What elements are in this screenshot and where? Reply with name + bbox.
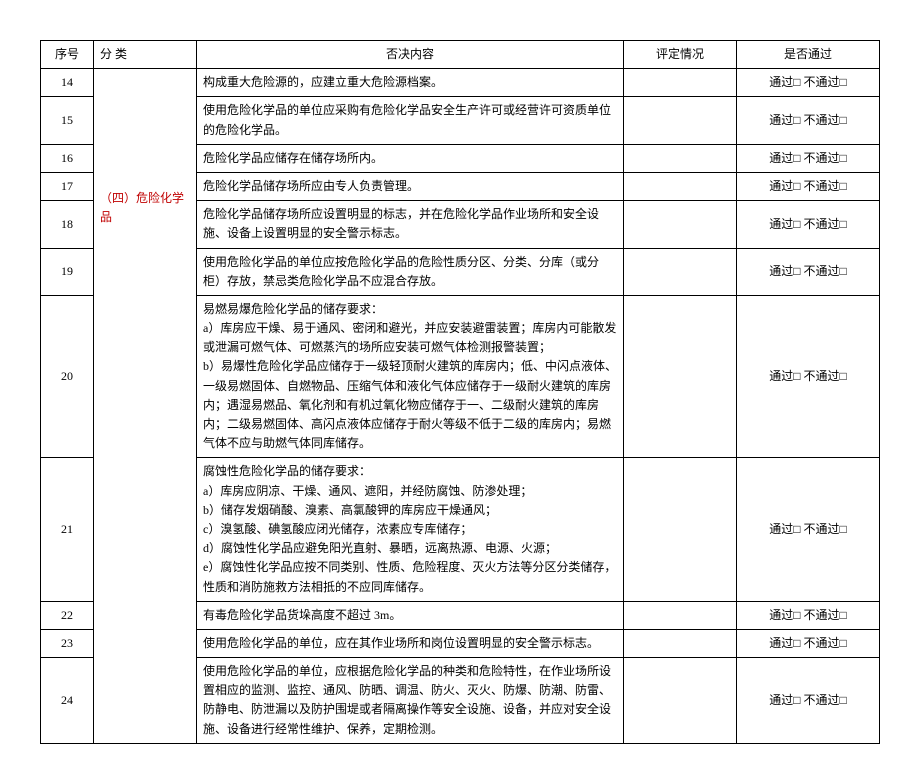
header-pass: 是否通过: [737, 41, 880, 69]
cell-content: 构成重大危险源的，应建立重大危险源档案。: [197, 69, 624, 97]
cell-content: 有毒危险化学品货垛高度不超过 3m。: [197, 601, 624, 629]
cell-pass: 通过□ 不通过□: [737, 295, 880, 458]
cell-seq: 22: [41, 601, 94, 629]
cell-evaluation: [624, 658, 737, 744]
header-category: 分 类: [94, 41, 197, 69]
cell-evaluation: [624, 458, 737, 601]
cell-seq: 14: [41, 69, 94, 97]
cell-seq: 21: [41, 458, 94, 601]
cell-evaluation: [624, 295, 737, 458]
cell-category: （四）危险化学品: [94, 69, 197, 744]
header-seq: 序号: [41, 41, 94, 69]
cell-pass: 通过□ 不通过□: [737, 144, 880, 172]
cell-evaluation: [624, 248, 737, 295]
cell-evaluation: [624, 97, 737, 144]
cell-seq: 23: [41, 629, 94, 657]
cell-content: 危险化学品储存场所应由专人负责管理。: [197, 172, 624, 200]
cell-pass: 通过□ 不通过□: [737, 201, 880, 248]
cell-seq: 17: [41, 172, 94, 200]
cell-evaluation: [624, 629, 737, 657]
cell-seq: 19: [41, 248, 94, 295]
cell-evaluation: [624, 172, 737, 200]
header-row: 序号 分 类 否决内容 评定情况 是否通过: [41, 41, 880, 69]
table-body: 14（四）危险化学品构成重大危险源的，应建立重大危险源档案。通过□ 不通过□15…: [41, 69, 880, 744]
cell-content: 使用危险化学品的单位应采购有危险化学品安全生产许可或经营许可资质单位的危险化学品…: [197, 97, 624, 144]
cell-pass: 通过□ 不通过□: [737, 658, 880, 744]
cell-content: 易燃易爆危险化学品的储存要求：a）库房应干燥、易于通风、密闭和避光，并应安装避雷…: [197, 295, 624, 458]
cell-content: 使用危险化学品的单位，应在其作业场所和岗位设置明显的安全警示标志。: [197, 629, 624, 657]
cell-evaluation: [624, 69, 737, 97]
cell-pass: 通过□ 不通过□: [737, 248, 880, 295]
cell-seq: 20: [41, 295, 94, 458]
header-content: 否决内容: [197, 41, 624, 69]
category-label: （四）危险化学品: [100, 191, 184, 224]
cell-seq: 15: [41, 97, 94, 144]
cell-content: 危险化学品应储存在储存场所内。: [197, 144, 624, 172]
cell-seq: 18: [41, 201, 94, 248]
cell-pass: 通过□ 不通过□: [737, 629, 880, 657]
cell-pass: 通过□ 不通过□: [737, 601, 880, 629]
cell-seq: 24: [41, 658, 94, 744]
table-row: 14（四）危险化学品构成重大危险源的，应建立重大危险源档案。通过□ 不通过□: [41, 69, 880, 97]
cell-pass: 通过□ 不通过□: [737, 69, 880, 97]
cell-content: 使用危险化学品的单位应按危险化学品的危险性质分区、分类、分库（或分柜）存放，禁忌…: [197, 248, 624, 295]
cell-content: 腐蚀性危险化学品的储存要求：a）库房应阴凉、干燥、通风、遮阳，并经防腐蚀、防渗处…: [197, 458, 624, 601]
header-evaluation: 评定情况: [624, 41, 737, 69]
cell-pass: 通过□ 不通过□: [737, 458, 880, 601]
evaluation-table: 序号 分 类 否决内容 评定情况 是否通过 14 （四）危险化学品 构成重大危险源的…: [40, 40, 880, 744]
cell-seq: 16: [41, 144, 94, 172]
cell-evaluation: [624, 601, 737, 629]
cell-pass: 通过□ 不通过□: [737, 172, 880, 200]
cell-content: 危险化学品储存场所应设置明显的标志，并在危险化学品作业场所和安全设施、设备上设置…: [197, 201, 624, 248]
cell-pass: 通过□ 不通过□: [737, 97, 880, 144]
cell-evaluation: [624, 144, 737, 172]
cell-content: 使用危险化学品的单位，应根据危险化学品的种类和危险特性，在作业场所设置相应的监测…: [197, 658, 624, 744]
cell-evaluation: [624, 201, 737, 248]
